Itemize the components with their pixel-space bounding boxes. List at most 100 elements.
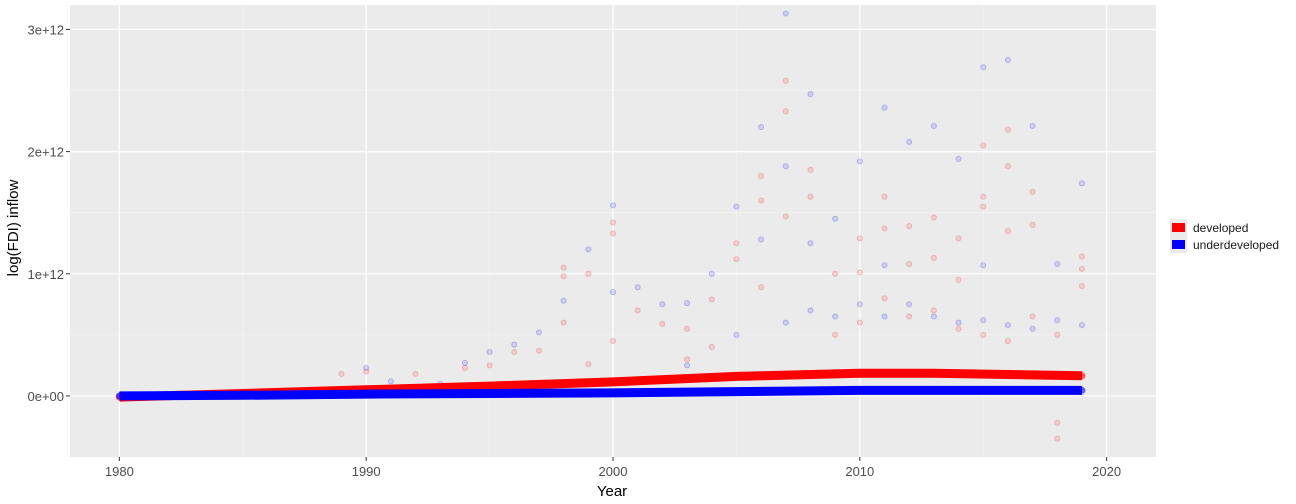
data-point-underdeveloped [955,319,962,326]
x-tick-label: 2020 [1092,464,1121,479]
data-point-underdeveloped [708,270,715,277]
data-point-underdeveloped [782,163,789,170]
x-tick-label: 2000 [599,464,628,479]
data-point-developed [955,325,962,332]
legend: developed underdeveloped [1170,219,1292,253]
data-point-underdeveloped [782,10,789,17]
legend-item-developed[interactable]: developed [1170,219,1292,236]
data-point-underdeveloped [807,307,814,314]
data-point-developed [1054,419,1061,426]
data-point-developed [856,235,863,242]
data-point-developed [906,260,913,267]
data-point-developed [511,348,518,355]
x-tick-label: 1990 [352,464,381,479]
data-point-underdeveloped [733,203,740,210]
data-point-underdeveloped [881,313,888,320]
data-point-developed [684,356,691,363]
data-point-developed [708,296,715,303]
data-point-developed [1029,313,1036,320]
data-point-developed [610,337,617,344]
data-point-developed [758,197,765,204]
data-point-developed [856,319,863,326]
data-point-developed [634,307,641,314]
data-point-underdeveloped [980,262,987,269]
data-point-developed [733,240,740,247]
data-point-underdeveloped [807,91,814,98]
data-point-developed [461,364,468,371]
data-point-underdeveloped [955,155,962,162]
data-point-developed [980,203,987,210]
data-point-developed [906,313,913,320]
data-point-developed [1054,435,1061,442]
data-point-underdeveloped [856,158,863,165]
data-point-underdeveloped [807,240,814,247]
data-point-developed [1004,227,1011,234]
data-point-developed [560,273,567,280]
data-point-developed [659,320,666,327]
data-point-developed [486,362,493,369]
legend-key [1170,219,1187,236]
y-tick-label: 0e+00 [27,389,64,404]
data-point-developed [585,361,592,368]
data-point-developed [1078,282,1085,289]
data-point-underdeveloped [511,341,518,348]
data-point-underdeveloped [1004,56,1011,63]
data-point-developed [832,270,839,277]
trend-line-underdeveloped [119,385,1082,401]
data-point-developed [733,256,740,263]
data-point-developed [560,264,567,271]
data-point-underdeveloped [560,297,567,304]
data-point-underdeveloped [758,236,765,243]
data-point-developed [856,269,863,276]
data-point-developed [1078,253,1085,260]
data-point-developed [610,219,617,226]
data-point-developed [832,331,839,338]
data-point-developed [1054,331,1061,338]
data-point-developed [930,254,937,261]
data-point-underdeveloped [684,362,691,369]
legend-swatch-blue [1172,240,1185,249]
y-tick-label: 2e+12 [27,145,64,160]
data-point-developed [980,142,987,149]
legend-item-underdeveloped[interactable]: underdeveloped [1170,236,1292,253]
trend-layer [119,368,1083,402]
data-point-developed [807,193,814,200]
data-point-developed [560,319,567,326]
data-point-underdeveloped [610,289,617,296]
x-tick-label: 2010 [845,464,874,479]
data-point-underdeveloped [733,331,740,338]
legend-label-underdeveloped: underdeveloped [1193,237,1280,252]
legend-swatch-red [1172,223,1185,232]
data-point-developed [1029,221,1036,228]
data-point-developed [807,166,814,173]
data-point-developed [1004,337,1011,344]
data-point-underdeveloped [1078,180,1085,187]
data-point-underdeveloped [1054,317,1061,324]
y-tick-label: 1e+12 [27,267,64,282]
data-point-developed [881,193,888,200]
data-point-underdeveloped [387,378,394,385]
data-point-developed [363,368,370,375]
data-point-developed [708,344,715,351]
data-point-developed [1078,265,1085,272]
data-point-developed [955,276,962,283]
data-point-underdeveloped [486,348,493,355]
data-point-developed [758,284,765,291]
data-point-underdeveloped [634,284,641,291]
axes-layer: 1980 1990 2000 2010 2020 0e+00 1e+12 2e+12 3e+12 [27,22,1121,479]
data-point-developed [1004,163,1011,170]
data-point-underdeveloped [856,301,863,308]
data-point-developed [930,214,937,221]
data-point-underdeveloped [980,64,987,71]
data-point-underdeveloped [535,329,542,336]
data-point-developed [1004,126,1011,133]
data-point-underdeveloped [684,300,691,307]
data-point-underdeveloped [930,313,937,320]
data-point-developed [881,295,888,302]
data-point-developed [338,370,345,377]
y-axis-title: log(FDI) inflow [5,179,22,276]
data-point-underdeveloped [1029,325,1036,332]
data-point-underdeveloped [832,215,839,222]
data-point-underdeveloped [832,313,839,320]
data-point-underdeveloped [585,246,592,253]
